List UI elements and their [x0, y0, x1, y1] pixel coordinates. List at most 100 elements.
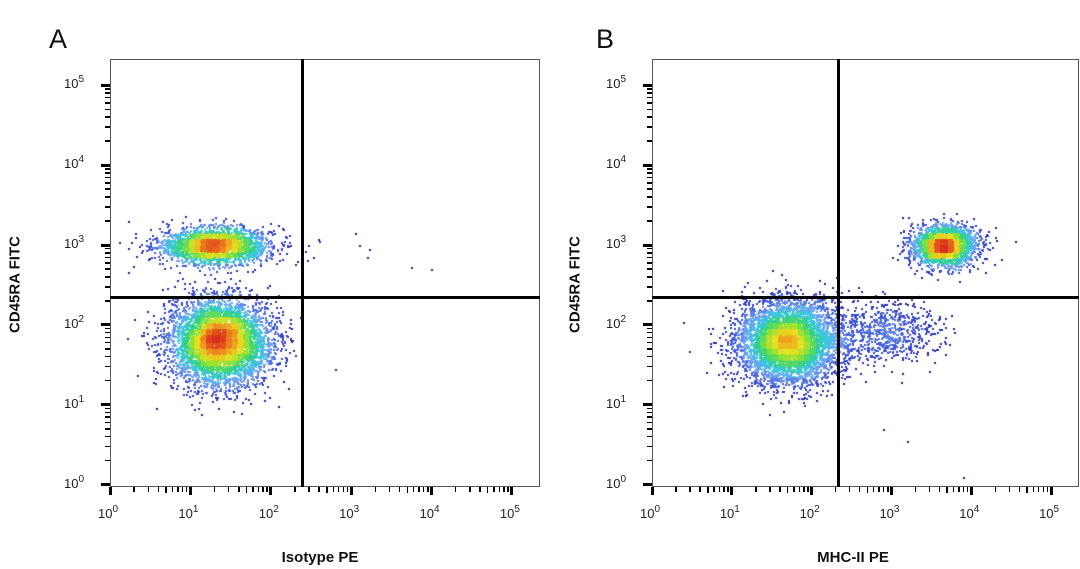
- panel-letter-a: A: [49, 24, 68, 54]
- y-minor-tick: [105, 102, 110, 104]
- x-minor-tick: [332, 487, 335, 492]
- x-minor-tick: [157, 487, 160, 492]
- y-major-tick: [101, 323, 110, 327]
- quadrant-gate-vertical[interactable]: [301, 59, 305, 487]
- y-minor-tick: [647, 176, 652, 179]
- y-minor-tick: [105, 206, 110, 208]
- y-major-tick: [643, 483, 652, 487]
- y-minor-tick: [105, 355, 110, 358]
- y-major-tick: [643, 163, 652, 167]
- x-major-tick: [730, 487, 734, 495]
- x-minor-tick: [914, 487, 917, 492]
- y-minor-tick: [105, 92, 110, 94]
- y-minor-tick: [647, 102, 652, 104]
- y-minor-tick: [647, 116, 652, 118]
- x-minor-tick: [418, 487, 420, 492]
- x-minor-tick: [938, 487, 941, 492]
- y-minor-tick: [105, 411, 110, 414]
- y-minor-tick: [647, 168, 652, 170]
- y-minor-tick: [647, 268, 652, 270]
- x-minor-tick: [1032, 487, 1035, 492]
- x-minor-tick: [503, 487, 505, 492]
- y-minor-tick: [647, 445, 652, 448]
- x-minor-tick: [689, 487, 691, 492]
- x-major-tick: [650, 487, 654, 495]
- x-minor-tick: [718, 487, 721, 492]
- x-minor-tick: [1008, 487, 1011, 492]
- x-minor-tick: [1042, 487, 1045, 492]
- y-tick-label: 105: [64, 74, 85, 92]
- y-axis-title-b: CD45RA FITC: [566, 236, 584, 333]
- y-minor-tick: [647, 256, 652, 259]
- y-minor-tick: [647, 365, 652, 368]
- x-tick-label: 104: [959, 504, 980, 521]
- y-minor-tick: [105, 428, 110, 430]
- panel-a: A CD45RA FITC Isotype PE 100 101 102 103 104…: [7, 24, 540, 566]
- panel-b: B CD45RA FITC MHC-II PE 100 101 102 103 104 1…: [545, 0, 1080, 569]
- x-minor-tick: [133, 487, 135, 492]
- y-minor-tick: [105, 168, 110, 170]
- x-major-tick: [188, 487, 192, 495]
- quadrant-gate-horizontal[interactable]: [652, 296, 1079, 300]
- y-minor-tick: [647, 182, 652, 184]
- y-minor-tick: [647, 416, 652, 418]
- x-minor-tick: [479, 487, 481, 492]
- y-minor-tick: [105, 445, 110, 448]
- y-tick-label: 100: [64, 473, 85, 491]
- x-tick-label: 103: [339, 504, 360, 521]
- x-minor-tick: [388, 487, 391, 492]
- x-tick-label: 103: [879, 504, 900, 521]
- x-major-tick: [969, 487, 973, 495]
- y-minor-tick: [105, 379, 110, 382]
- x-minor-tick: [675, 487, 677, 492]
- x-minor-tick: [181, 487, 184, 492]
- y-major-tick: [643, 243, 652, 247]
- x-minor-tick: [262, 487, 264, 492]
- x-minor-tick: [872, 487, 875, 492]
- x-minor-tick: [337, 487, 340, 492]
- x-minor-tick: [798, 487, 800, 492]
- x-tick-label: 102: [799, 504, 820, 521]
- y-minor-tick: [647, 428, 652, 430]
- quadrant-gate-vertical[interactable]: [837, 59, 841, 487]
- x-minor-tick: [834, 487, 837, 492]
- x-major-tick: [269, 487, 273, 495]
- x-minor-tick: [966, 487, 969, 492]
- y-minor-tick: [105, 247, 110, 250]
- x-minor-tick: [454, 487, 457, 492]
- x-minor-tick: [1018, 487, 1021, 492]
- x-minor-tick: [213, 487, 216, 492]
- x-minor-tick: [803, 487, 805, 492]
- x-tick-label: 101: [719, 504, 740, 521]
- y-minor-tick: [105, 416, 110, 418]
- y-minor-tick: [647, 220, 652, 222]
- x-minor-tick: [171, 487, 174, 492]
- x-axis-title-a: Isotype PE: [281, 549, 359, 566]
- y-tick-label: 104: [64, 154, 85, 172]
- x-minor-tick: [713, 487, 715, 492]
- y-minor-tick: [105, 188, 110, 190]
- x-minor-tick: [294, 487, 296, 492]
- y-minor-tick: [647, 88, 652, 90]
- x-minor-tick: [177, 487, 179, 492]
- y-minor-tick: [647, 188, 652, 190]
- y-minor-tick: [105, 140, 110, 142]
- x-tick-label: 100: [640, 504, 661, 521]
- x-minor-tick: [1046, 487, 1049, 492]
- x-minor-tick: [266, 487, 268, 492]
- x-minor-tick: [185, 487, 188, 492]
- y-minor-tick: [647, 379, 652, 382]
- x-minor-tick: [427, 487, 429, 492]
- y-minor-tick: [105, 459, 110, 462]
- quadrant-gate-horizontal[interactable]: [110, 296, 540, 300]
- y-minor-tick: [647, 331, 652, 334]
- y-minor-tick: [105, 252, 110, 254]
- y-minor-tick: [105, 126, 110, 128]
- x-minor-tick: [1037, 487, 1040, 492]
- y-minor-tick: [105, 331, 110, 334]
- y-minor-tick: [647, 411, 652, 414]
- x-minor-tick: [486, 487, 489, 493]
- x-major-tick: [349, 487, 353, 495]
- x-tick-label: 104: [419, 504, 440, 521]
- y-minor-tick: [105, 96, 110, 99]
